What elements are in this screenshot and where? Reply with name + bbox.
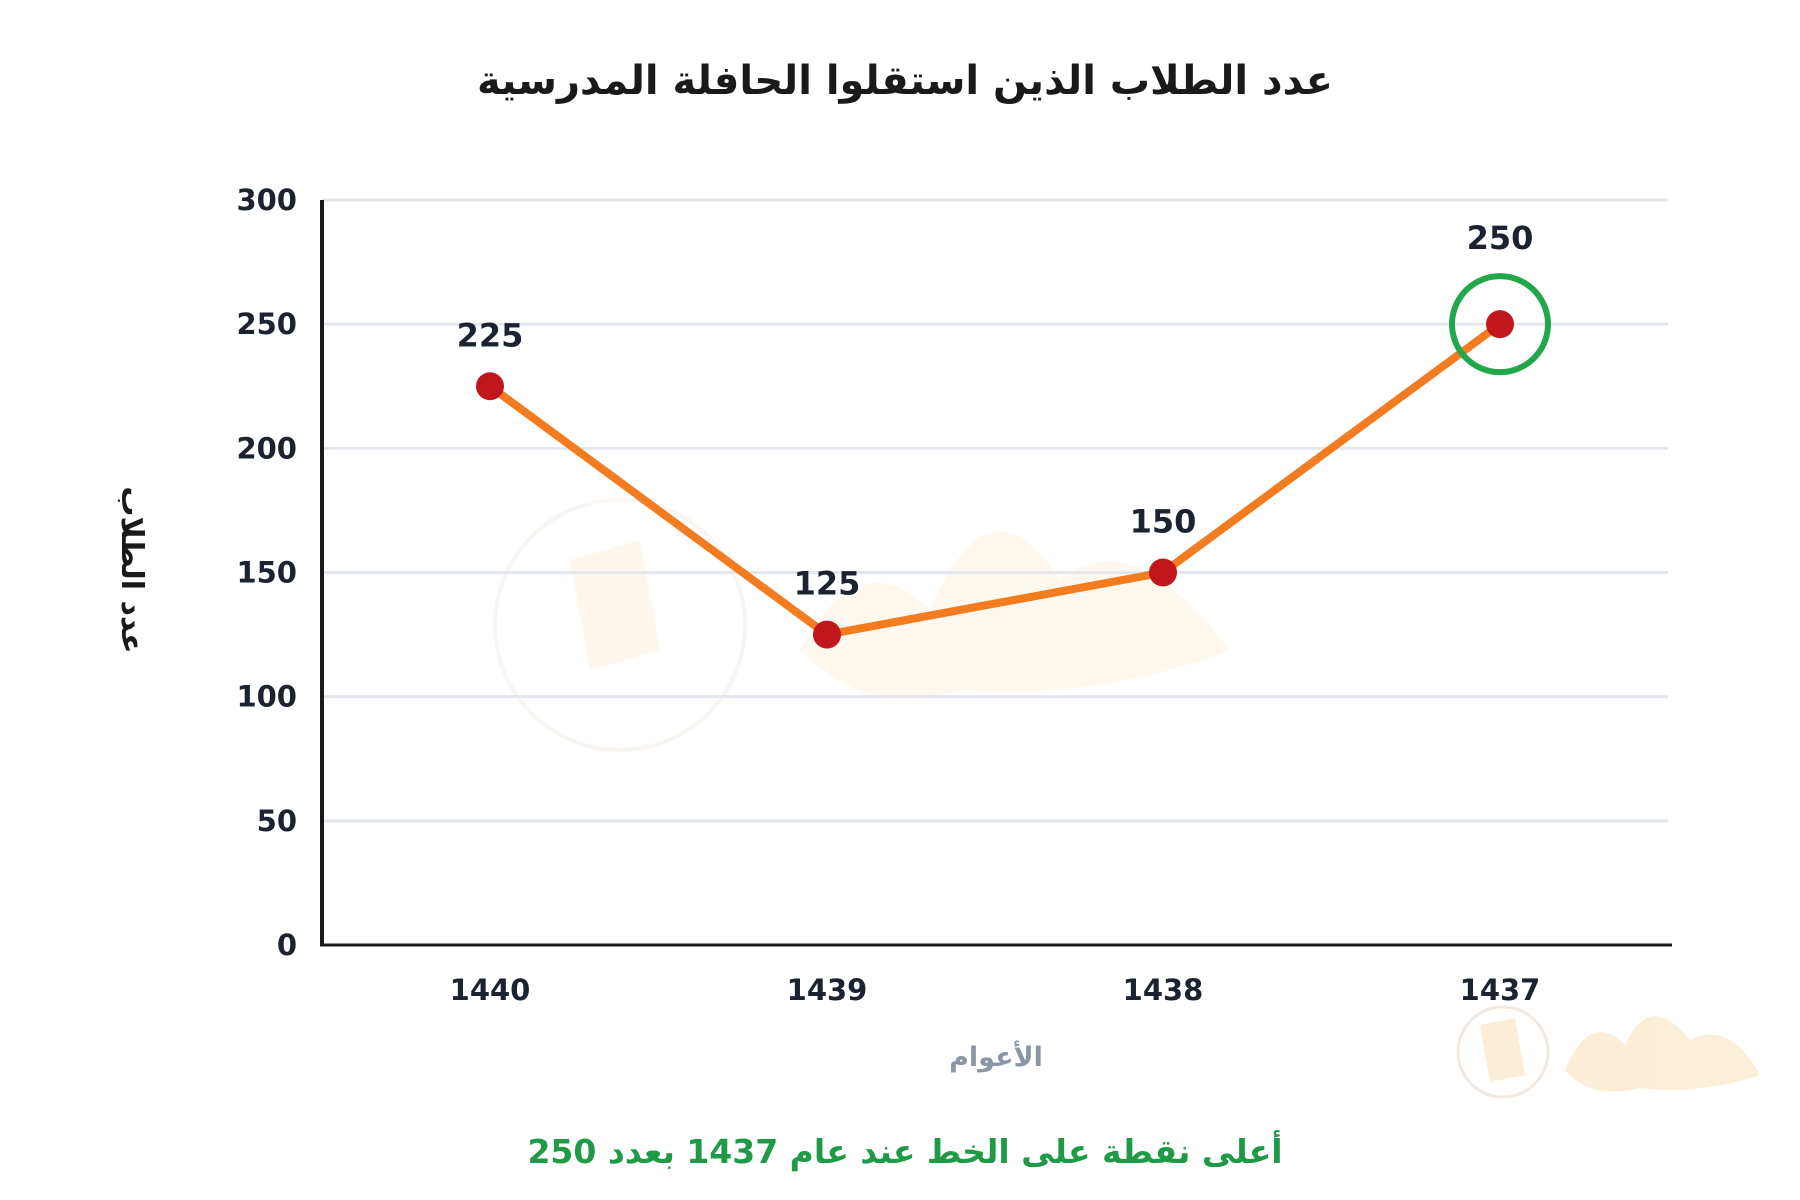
watermark-corner-book-icon (1480, 1018, 1525, 1082)
data-point (813, 620, 841, 649)
x-axis-title: الأعوام (949, 1040, 1043, 1073)
y-tick-label: 0 (277, 928, 297, 962)
x-tick-label: 1438 (1123, 973, 1204, 1007)
y-tick-label: 250 (236, 307, 297, 341)
x-tick-label: 1439 (787, 973, 868, 1007)
watermark-corner-logo-shape (1565, 1016, 1760, 1092)
y-axis-title: عدد الطلاب (114, 486, 149, 653)
highlight-group (1449, 273, 1551, 376)
watermark-corner (1456, 1005, 1760, 1099)
data-label: 150 (1130, 503, 1197, 541)
watermark-circle (493, 498, 747, 752)
highlight-annotation: أعلى نقطة على الخط عند عام 1437 بعدد 250 (527, 1130, 1282, 1171)
data-label: 125 (794, 565, 861, 603)
x-tick-label: 1440 (450, 973, 531, 1007)
data-point (476, 372, 504, 401)
data-label: 250 (1467, 219, 1534, 257)
x-tick-label: 1437 (1460, 973, 1541, 1007)
watermark-corner-circle (1456, 1005, 1550, 1099)
y-tick-label: 100 (236, 680, 297, 714)
data-point (1486, 310, 1514, 339)
gridlines (322, 198, 1668, 823)
x-tick-labels: 1440 1439 1438 1437 (450, 973, 1541, 1007)
watermark-book-icon (570, 540, 660, 670)
data-labels: 225 125 150 250 (457, 219, 1534, 602)
data-points (476, 310, 1514, 649)
y-tick-label: 50 (257, 804, 297, 838)
watermark-logo-shape (800, 531, 1230, 699)
data-point (1149, 558, 1177, 587)
y-tick-label: 300 (236, 183, 297, 217)
highlight-ring (1449, 273, 1551, 376)
y-tick-label: 200 (236, 431, 297, 465)
chart-title: عدد الطلاب الذين استقلوا الحافلة المدرسي… (477, 58, 1333, 104)
y-tick-labels: 0 50 100 150 200 250 300 (236, 183, 297, 962)
y-tick-label: 150 (236, 556, 297, 590)
series-line (486, 320, 1504, 639)
data-label: 225 (457, 316, 524, 354)
